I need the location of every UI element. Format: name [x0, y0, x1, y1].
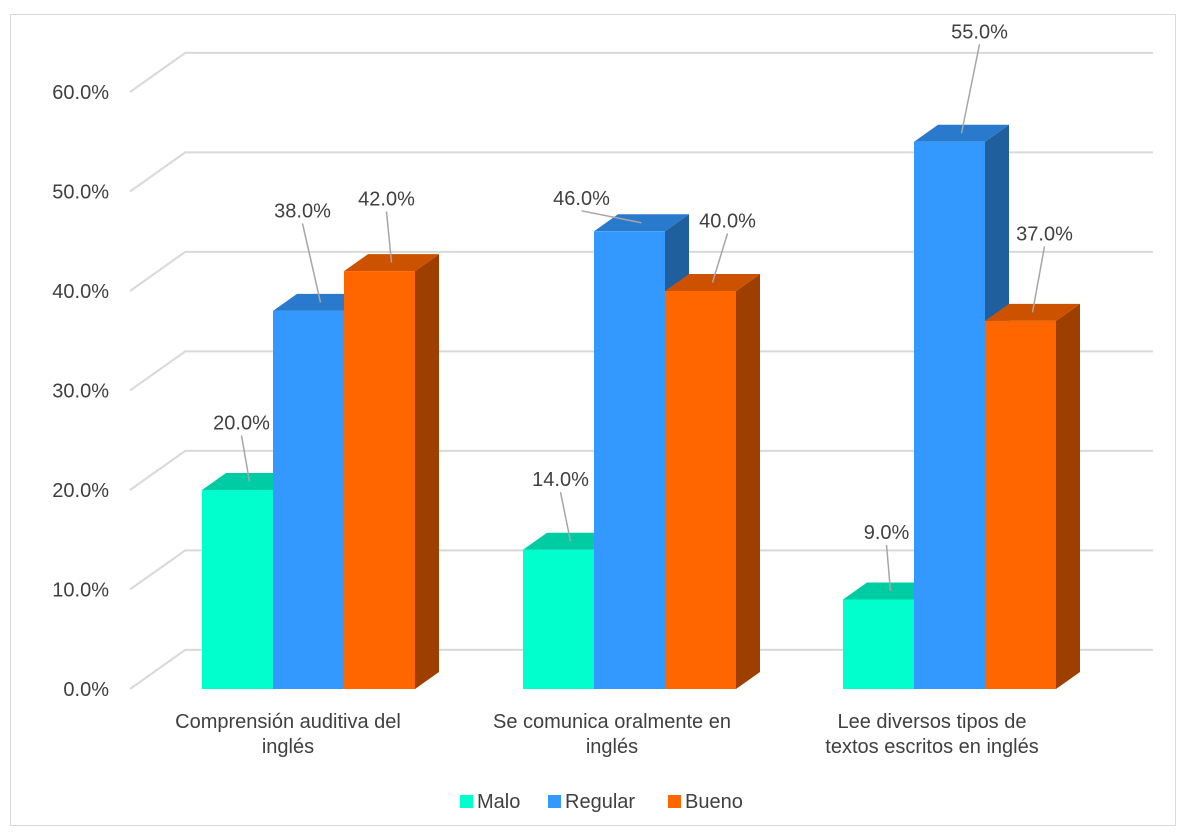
gridline — [129, 648, 1153, 690]
y-tick-label: 50.0% — [52, 182, 109, 204]
y-tick-label: 0.0% — [63, 679, 109, 701]
leader-line — [385, 211, 393, 263]
leader-line — [1031, 246, 1046, 313]
bar-front — [202, 490, 273, 689]
legend-label: Malo — [477, 791, 520, 813]
data-labels: 20.0% 14.0% 9.0% 38.0% 46.0% 55.0% 42.0% 40.0% 3… — [213, 21, 1073, 592]
gridline — [129, 350, 1153, 392]
legend-label: Regular — [565, 791, 635, 813]
bars — [202, 124, 1080, 690]
y-tick-label: 20.0% — [52, 480, 109, 502]
chart-frame — [10, 14, 1176, 826]
y-tick-label: 30.0% — [52, 381, 109, 403]
category-label: Se comunica oralmente en inglés — [493, 711, 731, 758]
data-label: 9.0% — [864, 522, 910, 544]
data-label: 37.0% — [1016, 223, 1073, 245]
category-label: Comprensión auditiva del inglés — [175, 711, 401, 758]
legend-swatch — [460, 795, 473, 808]
bar-side — [736, 274, 760, 689]
leader-line — [240, 435, 251, 482]
y-tick-label: 40.0% — [52, 281, 109, 303]
data-label: 42.0% — [358, 189, 415, 211]
gridline — [129, 151, 1153, 193]
data-label: 14.0% — [532, 469, 589, 491]
bar-bueno — [985, 303, 1080, 689]
legend-swatch — [668, 795, 681, 808]
gridline — [129, 549, 1153, 591]
gridline — [129, 51, 1153, 93]
bar-front — [985, 320, 1056, 689]
bar-front — [594, 231, 665, 690]
legend-item-regular: Regular — [548, 791, 635, 813]
bar-front — [523, 549, 594, 689]
bar-front — [914, 141, 985, 689]
bar-bueno — [665, 274, 760, 689]
bar-side — [1056, 303, 1080, 689]
y-tick-label: 10.0% — [52, 580, 109, 602]
legend-label: Bueno — [685, 791, 743, 813]
data-label: 38.0% — [274, 200, 331, 222]
bar-front — [843, 599, 914, 689]
leader-line — [559, 492, 572, 542]
leader-line — [581, 210, 642, 224]
bar-side — [415, 254, 439, 689]
leader-line — [960, 44, 981, 134]
bar-front — [344, 271, 415, 689]
legend-item-bueno: Bueno — [668, 791, 743, 813]
legend-swatch — [548, 795, 561, 808]
data-label: 20.0% — [213, 413, 270, 435]
legend-item-malo: Malo — [460, 791, 520, 813]
data-label: 46.0% — [553, 188, 610, 210]
y-tick-label: 60.0% — [52, 82, 109, 104]
bar-front — [665, 291, 736, 689]
data-label: 40.0% — [699, 211, 756, 233]
bar-front — [273, 310, 344, 689]
leader-line — [711, 233, 729, 283]
bar-bueno — [344, 254, 439, 689]
legend: Malo Regular Bueno — [460, 791, 743, 813]
x-axis-categories: Comprensión auditiva del inglés Se comunic… — [175, 711, 1039, 758]
gridlines — [129, 51, 1153, 690]
y-axis-ticks: 0.0% 10.0% 20.0% 30.0% 40.0% 50.0% 60.0% — [52, 82, 109, 701]
gridline — [129, 449, 1153, 491]
gridline — [129, 250, 1153, 292]
data-label: 55.0% — [951, 21, 1008, 43]
category-label: Lee diversos tipos de textos escritos en … — [825, 711, 1038, 758]
leader-line — [301, 223, 322, 303]
leader-line — [885, 544, 892, 592]
